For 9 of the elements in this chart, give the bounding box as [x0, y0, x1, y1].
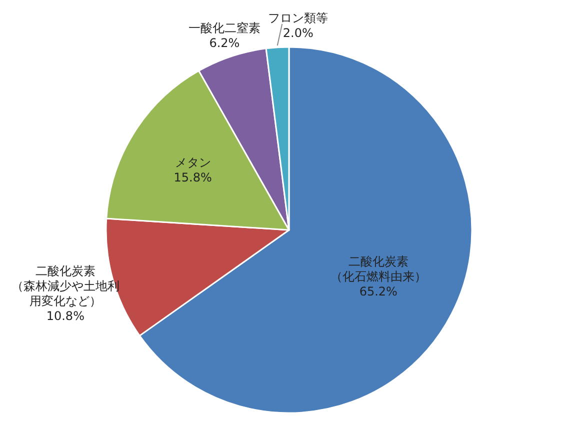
- slice-label: メタン: [174, 155, 211, 170]
- data-label: 2.0%: [282, 26, 314, 40]
- data-label: 65.2%: [359, 284, 398, 298]
- slice-label: 一酸化二窒素: [188, 20, 260, 35]
- data-label: 10.8%: [46, 308, 84, 323]
- slice-label: 二酸化炭素（化石燃料由来）: [330, 254, 426, 284]
- slice-label: フロン類等: [268, 10, 328, 25]
- data-label: 6.2%: [209, 36, 240, 50]
- data-label: 15.8%: [174, 170, 212, 184]
